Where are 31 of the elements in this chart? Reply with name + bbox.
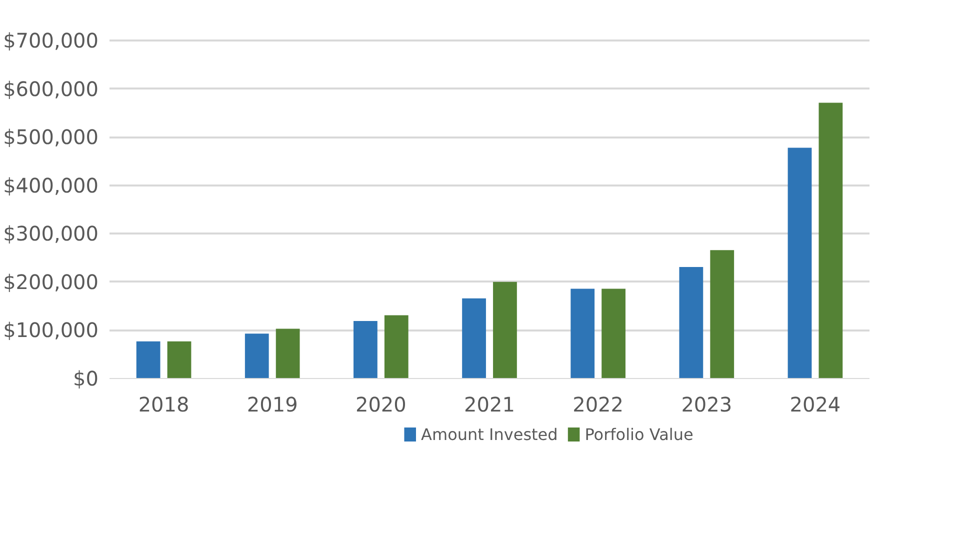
bar [136, 341, 160, 378]
bar [818, 102, 843, 378]
y-tick-label: $0 [73, 366, 99, 390]
bar [462, 298, 486, 378]
y-tick-label: $200,000 [3, 270, 99, 294]
x-tick-label: 2022 [572, 392, 624, 416]
y-tick-label: $500,000 [3, 125, 99, 150]
bar [602, 288, 626, 378]
y-tick-label: $600,000 [3, 76, 99, 101]
legend-label: Porfolio Value [584, 425, 694, 444]
x-tick-label: 2020 [355, 392, 406, 416]
y-tick-label: $400,000 [3, 173, 99, 198]
x-tick-label: 2023 [681, 392, 732, 416]
y-tick-label: $700,000 [3, 28, 99, 53]
bar [244, 334, 269, 378]
bar [679, 266, 704, 378]
bar [276, 328, 300, 378]
bar [570, 288, 595, 378]
x-tick-label: 2019 [246, 392, 298, 416]
y-tick-label: $100,000 [3, 318, 99, 342]
bar [354, 321, 378, 378]
x-tick-label: 2018 [138, 392, 190, 416]
y-tick-label: $300,000 [3, 222, 99, 246]
bar [384, 315, 408, 378]
bar [167, 341, 192, 378]
bar [788, 148, 812, 378]
bar [710, 250, 734, 378]
x-tick-label: 2021 [464, 392, 515, 416]
legend-label: Amount Invested [421, 425, 558, 444]
bar [493, 282, 517, 378]
x-tick-label: 2024 [790, 392, 841, 416]
